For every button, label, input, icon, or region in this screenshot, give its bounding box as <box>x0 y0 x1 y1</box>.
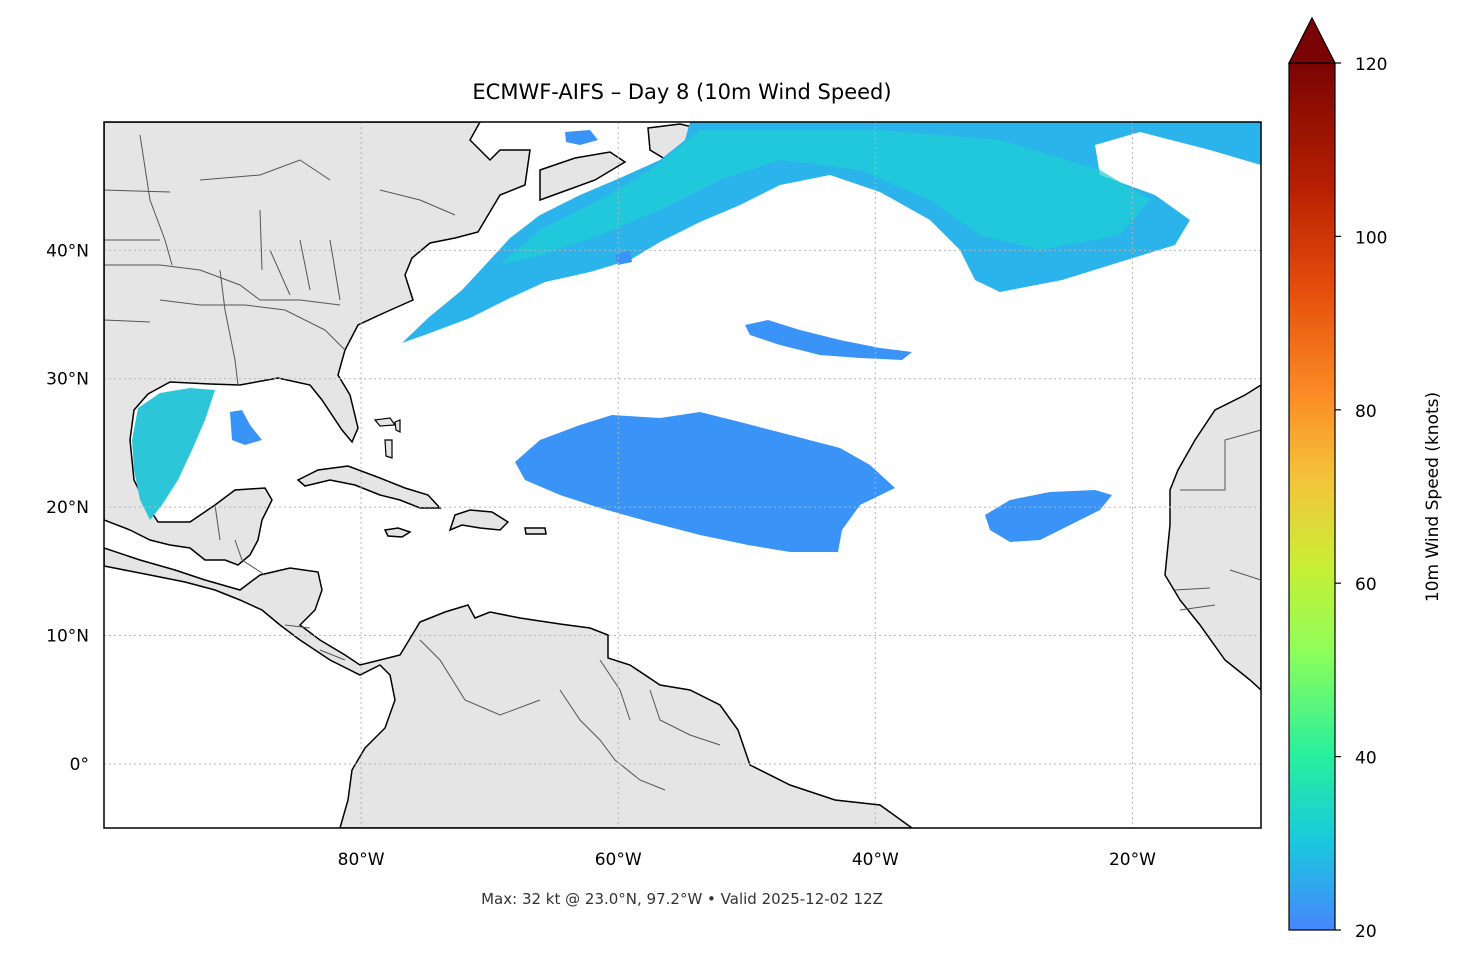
wind-speed-field <box>132 122 1261 552</box>
land-hispaniola <box>448 509 510 532</box>
lon-tick-label: 60°W <box>595 850 642 870</box>
wind-gulf-small <box>230 410 262 445</box>
wind-gulf-mexico <box>132 388 215 520</box>
land-puerto-rico <box>524 527 547 535</box>
colorbar-gradient <box>1289 63 1335 930</box>
chart-title: ECMWF-AIFS – Day 8 (10m Wind Speed) <box>472 80 891 104</box>
colorbar-tick-label: 60 <box>1355 575 1377 595</box>
lon-tick-label: 40°W <box>852 850 899 870</box>
land-africa <box>1164 384 1261 692</box>
colorbar-label: 10m Wind Speed (knots) <box>1423 392 1443 602</box>
longitude-tick-labels: 80°W 60°W 40°W 20°W <box>338 850 1156 870</box>
lat-tick-label: 40°N <box>46 241 89 261</box>
wind-central-atlantic <box>515 412 895 552</box>
wind-mid-atlantic-streak <box>745 320 912 360</box>
colorbar-tick-label: 100 <box>1355 228 1387 248</box>
map-panel <box>104 122 1261 828</box>
colorbar-tick-label: 120 <box>1355 55 1387 75</box>
latitude-tick-labels: 40°N 30°N 20°N 10°N 0° <box>46 241 89 774</box>
interior-borders <box>104 134 1261 791</box>
land-maritimes <box>539 151 627 202</box>
colorbar-frame <box>1288 62 1336 931</box>
lat-tick-label: 30°N <box>46 370 89 390</box>
colorbar-tick-label: 40 <box>1355 749 1377 769</box>
lat-tick-label: 10°N <box>46 626 89 646</box>
colorbar: 20 40 60 80 100 120 10m Wind Speed (knots) <box>1288 16 1443 942</box>
colorbar-extend-arrow <box>1288 16 1336 64</box>
colorbar-ticks: 20 40 60 80 100 120 <box>1335 55 1387 942</box>
map-frame <box>103 121 1262 829</box>
wind-core-northwest-atlantic <box>500 130 1150 265</box>
max-wind-footer: Max: 32 kt @ 23.0°N, 97.2°W • Valid 2025… <box>481 890 883 908</box>
lat-tick-label: 0° <box>70 755 89 775</box>
land-bahamas <box>373 417 401 459</box>
wind-east-atlantic <box>985 490 1112 542</box>
land-north-america <box>104 122 531 566</box>
lon-tick-label: 20°W <box>1109 850 1156 870</box>
land-jamaica <box>383 527 412 538</box>
lon-tick-label: 80°W <box>338 850 385 870</box>
colorbar-tick-label: 80 <box>1355 402 1377 422</box>
lat-tick-label: 20°N <box>46 498 89 518</box>
land-central-south-america <box>104 547 914 828</box>
colorbar-tick-label: 20 <box>1355 922 1377 942</box>
land-cuba <box>296 465 442 509</box>
